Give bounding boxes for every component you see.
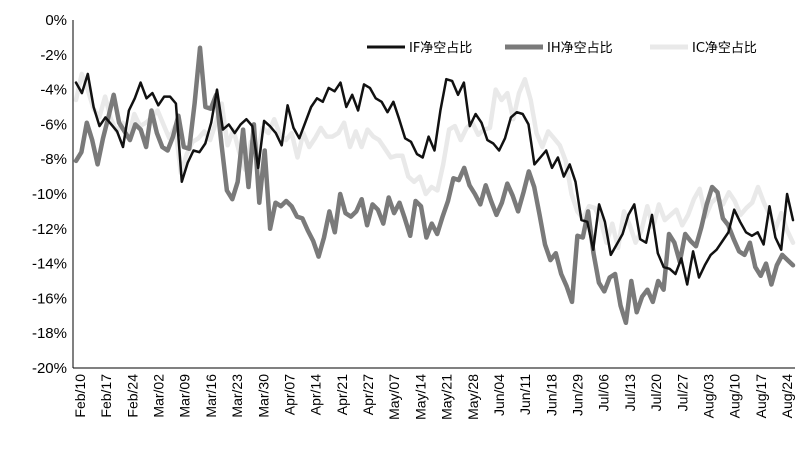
- x-tick-label: Jul/20: [648, 374, 664, 412]
- x-tick-label: Aug/17: [753, 374, 769, 419]
- legend-label-if: IF净空占比: [409, 41, 472, 56]
- x-tick-label: Apr/27: [360, 374, 376, 415]
- y-tick-label: -14%: [32, 256, 67, 273]
- x-tick-label: Feb/17: [98, 374, 114, 418]
- series-line-ih: [73, 45, 796, 326]
- y-tick-label: -16%: [32, 290, 67, 307]
- x-tick-label: Aug/03: [700, 374, 716, 419]
- x-tick-labels: Feb/10 Feb/17 Feb/24 Mar/02 Mar/09 Mar/16 Mar/…: [72, 374, 795, 420]
- x-tick-label: May/28: [465, 374, 481, 420]
- y-tick-label: -2%: [40, 47, 67, 64]
- x-tick-label: May/14: [412, 374, 428, 420]
- y-tick-label: -20%: [32, 360, 67, 377]
- x-tick-label: Apr/21: [334, 374, 350, 415]
- x-tick-label: Apr/14: [308, 374, 324, 415]
- y-tick-label: -6%: [40, 116, 67, 133]
- axes: [72, 20, 795, 369]
- x-tick-label: May/07: [386, 374, 402, 420]
- y-tick-label: -10%: [32, 186, 67, 203]
- y-tick-label: -4%: [40, 82, 67, 99]
- x-tick-label: Mar/30: [255, 374, 271, 418]
- x-tick-label: Jun/11: [517, 374, 533, 415]
- series-line-ic: [73, 71, 796, 251]
- y-tick-label: 0%: [45, 12, 67, 29]
- x-tick-label: May/21: [439, 374, 455, 420]
- x-tick-label: Feb/24: [124, 374, 140, 418]
- legend: IF净空占比 IH净空占比 IC净空占比: [367, 41, 757, 56]
- y-tick-label: -18%: [32, 325, 67, 342]
- y-tick-label: -8%: [40, 151, 67, 168]
- x-tick-label: Jul/06: [596, 374, 612, 412]
- x-tick-label: Aug/24: [779, 374, 795, 419]
- x-tick-label: Jun/04: [491, 374, 507, 416]
- series-lines: [73, 45, 796, 326]
- x-tick-label: Mar/16: [203, 374, 219, 418]
- y-tick-labels: 0% -2% -4% -6% -8% -10% -12% -14% -16% -18% -20%: [32, 12, 67, 377]
- x-tick-label: Jul/27: [674, 374, 690, 412]
- x-tick-label: Mar/02: [151, 374, 167, 418]
- x-tick-label: Mar/23: [229, 374, 245, 418]
- x-tick-label: Jun/18: [543, 374, 559, 416]
- x-tick-label: Jul/13: [622, 374, 638, 412]
- legend-label-ic: IC净空占比: [692, 41, 757, 56]
- y-tick-label: -12%: [32, 221, 67, 238]
- x-tick-label: Apr/07: [282, 374, 298, 415]
- legend-label-ih: IH净空占比: [547, 41, 613, 56]
- x-tick-label: Aug/10: [727, 374, 743, 419]
- series-line-if: [74, 72, 795, 286]
- x-tick-label: Jun/29: [570, 374, 586, 416]
- x-tick-label: Feb/10: [72, 374, 88, 418]
- x-tick-label: Mar/09: [177, 374, 193, 418]
